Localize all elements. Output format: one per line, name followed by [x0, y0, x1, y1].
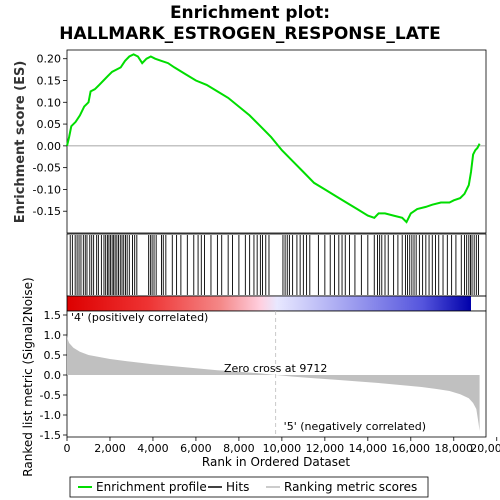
metric-ytick-label: -1.0: [40, 409, 61, 422]
colorbar-gradient: [67, 296, 471, 311]
es-ytick-label: 0.20: [37, 53, 62, 66]
metric-ytick-label: 0.0: [44, 369, 62, 382]
es-plot-frame: [66, 49, 487, 234]
x-tick-label: 6,000: [180, 442, 212, 455]
legend-label-hits: Hits: [226, 480, 249, 494]
es-ytick-label: -0.05: [33, 162, 61, 175]
x-tick-label: 8,000: [223, 442, 255, 455]
ranked-metric-panel: 1.5 1.0 0.5 0.0 -0.5 -1.0 -1.5 0 2,000 4,000 6,00…: [21, 277, 500, 476]
es-profile-line: [66, 53, 481, 224]
es-ytick-label: -0.10: [33, 183, 61, 196]
x-tick-label: 10,000: [263, 442, 302, 455]
metric-ytick-label: 1.0: [44, 329, 62, 342]
ranking-metric-area: [67, 335, 480, 431]
es-ytick-label: 0.15: [37, 75, 62, 88]
hits-panel: [66, 233, 487, 297]
x-tick-label: 2,000: [94, 442, 126, 455]
es-ytick-label: 0.10: [37, 96, 62, 109]
chart-title-line-2: HALLMARK_ESTROGEN_RESPONSE_LATE: [59, 24, 441, 44]
metric-ytick-label: 0.5: [44, 349, 62, 362]
x-tick-label: 12,000: [306, 442, 345, 455]
zero-cross-label: Zero cross at 9712: [224, 362, 327, 375]
legend-box: [69, 476, 429, 498]
hits-frame: [66, 233, 487, 297]
legend: Enrichment profile Hits Ranking metric s…: [69, 476, 429, 498]
metric-ytick-label: -1.5: [40, 429, 61, 442]
chart-title-line-1: Enrichment plot:: [170, 3, 330, 23]
x-tick-label: 20,000: [470, 442, 500, 455]
metric-ytick-label: -0.5: [40, 389, 61, 402]
x-axis-label: Rank in Ordered Dataset: [202, 455, 350, 469]
metric-ytick-label: 1.5: [44, 309, 62, 322]
x-tick-label: 14,000: [349, 442, 388, 455]
negative-correlation-label: '5' (negatively correlated): [284, 420, 426, 433]
x-tick-label: 0: [64, 442, 71, 455]
x-tick-label: 16,000: [392, 442, 431, 455]
positive-correlation-label: '4' (positively correlated): [71, 311, 208, 324]
es-ytick-label: -0.15: [33, 205, 61, 218]
x-tick-label: 4,000: [137, 442, 169, 455]
legend-label-ranking: Ranking metric scores: [284, 480, 417, 494]
enrichment-score-panel: 0.20 0.15 0.10 0.05 0.00 -0.05 -0.10 -0.15 Enri…: [13, 49, 487, 234]
legend-label-enrichment: Enrichment profile: [96, 480, 207, 494]
es-ytick-label: 0.00: [37, 140, 62, 153]
es-ytick-label: 0.05: [37, 118, 62, 131]
es-y-axis-label: Enrichment score (ES): [13, 61, 28, 224]
metric-y-axis-label: Ranked list metric (Signal2Noise): [21, 277, 35, 476]
rank-colorbar: [66, 295, 487, 312]
x-tick-label: 18,000: [435, 442, 474, 455]
